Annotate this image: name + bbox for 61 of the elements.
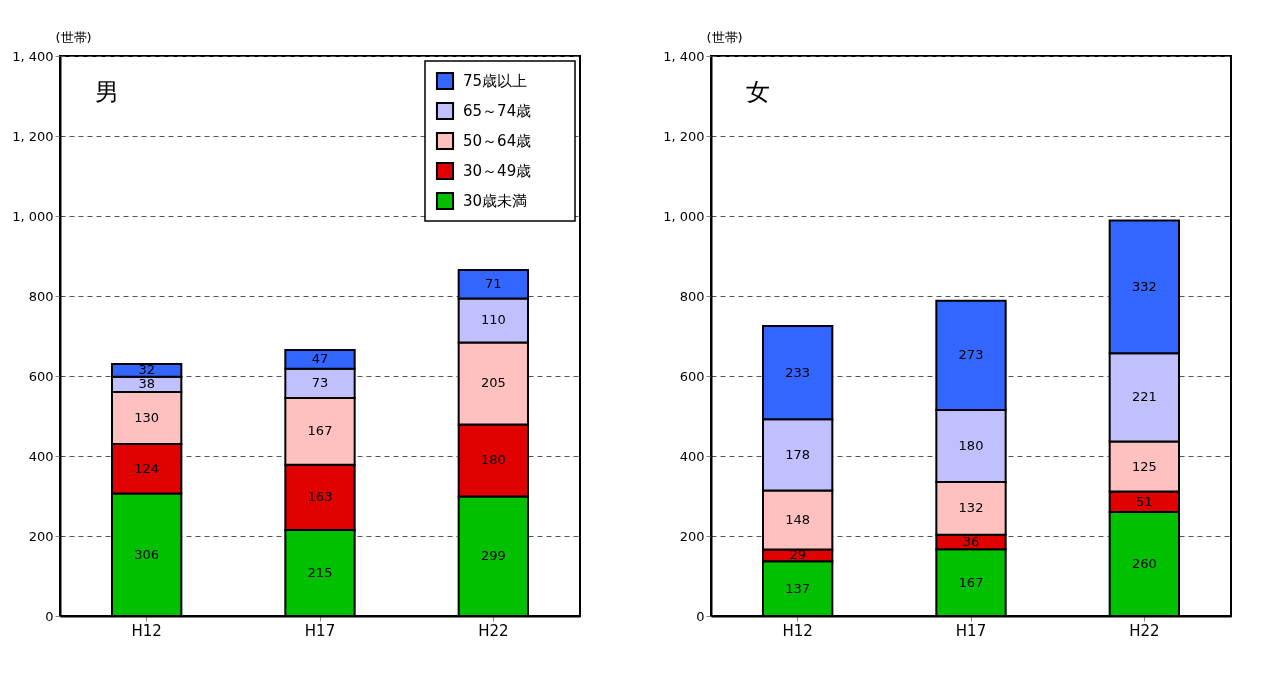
data-label: 130 — [134, 410, 160, 425]
legend-label: 65～74歳 — [463, 102, 532, 120]
y-tick-label: 1, 200 — [12, 128, 54, 144]
data-label: 167 — [958, 574, 984, 590]
y-axis-title: (世帯) — [706, 29, 743, 45]
y-tick-label: 1, 000 — [12, 208, 54, 224]
data-label: 205 — [480, 375, 506, 391]
data-label: 299 — [480, 548, 506, 564]
y-tick-label: 800 — [679, 288, 705, 304]
legend-label: 75歳以上 — [463, 72, 528, 90]
y-tick-label: 0 — [696, 608, 705, 624]
x-tick-label: H17 — [955, 621, 987, 640]
y-tick-label: 800 — [28, 288, 54, 304]
y-tick-label: 400 — [28, 448, 54, 464]
data-label: 178 — [785, 446, 811, 462]
data-label: 332 — [1131, 278, 1157, 294]
data-label: 32 — [138, 362, 155, 378]
y-tick-label: 200 — [679, 528, 705, 544]
data-label: 148 — [785, 512, 811, 527]
data-label: 163 — [307, 489, 333, 505]
text: 男 — [95, 78, 119, 106]
data-label: 51 — [1136, 493, 1153, 509]
legend-label: 30歳未満 — [463, 192, 528, 210]
y-tick-label: 1, 400 — [663, 48, 705, 64]
data-label: 221 — [1131, 389, 1157, 405]
data-label: 38 — [138, 376, 155, 392]
data-label: 110 — [480, 312, 506, 328]
data-label: 125 — [1131, 458, 1157, 474]
data-label: 167 — [307, 423, 333, 439]
data-label: 273 — [958, 347, 984, 363]
data-label: 180 — [480, 452, 506, 468]
data-label: 180 — [958, 438, 984, 453]
legend-label: 30～49歳 — [463, 162, 532, 180]
x-tick-label: H22 — [478, 621, 509, 640]
data-label: 36 — [962, 534, 980, 549]
y-tick-label: 0 — [45, 608, 54, 624]
data-label: 124 — [134, 460, 160, 476]
y-tick-label: 1, 000 — [663, 208, 705, 224]
x-tick-label: H22 — [1129, 621, 1160, 640]
legend-label: 50～64歳 — [463, 132, 532, 150]
data-label: 73 — [311, 375, 329, 391]
data-label: 215 — [307, 565, 333, 580]
y-tick-label: 600 — [28, 368, 54, 384]
x-tick-label: H17 — [304, 621, 336, 640]
y-tick-label: 200 — [28, 528, 54, 544]
data-label: 233 — [785, 364, 811, 380]
data-label: 306 — [134, 546, 160, 562]
y-tick-label: 1, 200 — [663, 128, 705, 144]
y-tick-label: 400 — [679, 448, 705, 464]
x-tick-label: H12 — [131, 621, 162, 640]
data-label: 29 — [789, 547, 806, 563]
data-label: 71 — [485, 276, 502, 292]
data-label: 137 — [785, 580, 811, 596]
y-tick-label: 1, 400 — [12, 48, 54, 64]
x-tick-label: H12 — [782, 621, 813, 640]
text: 女 — [746, 78, 770, 106]
data-label: 132 — [958, 500, 984, 516]
y-axis-title: (世帯) — [55, 29, 92, 45]
data-label: 260 — [1131, 556, 1157, 571]
data-label: 47 — [311, 351, 329, 367]
y-tick-label: 600 — [679, 368, 705, 384]
